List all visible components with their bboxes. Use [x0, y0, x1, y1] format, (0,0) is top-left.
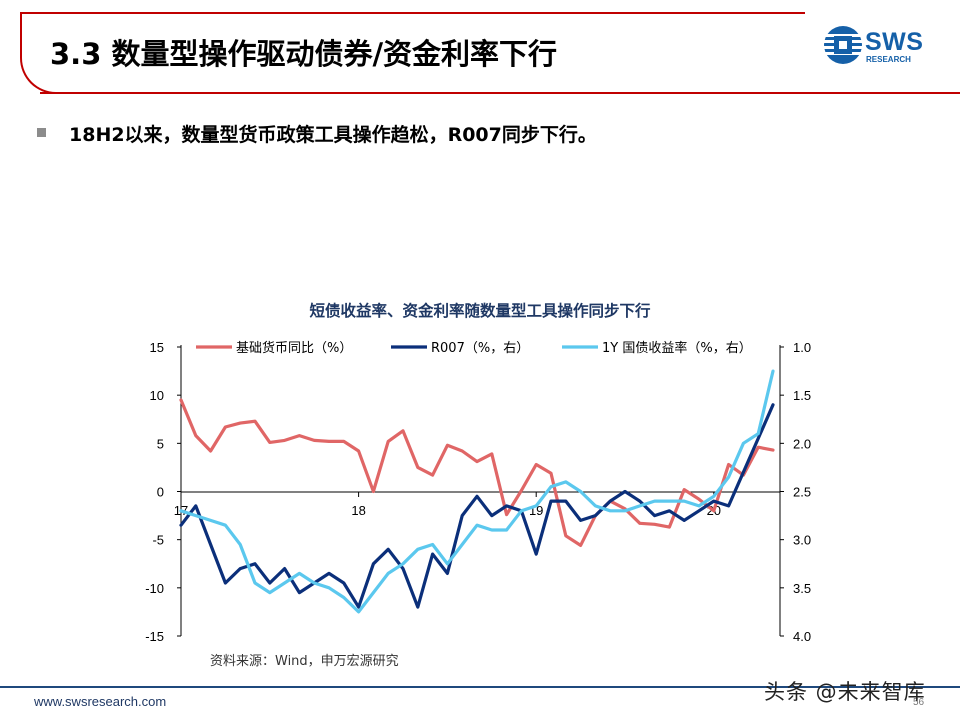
footer-link[interactable]: www.swsresearch.com [34, 694, 167, 709]
right-axis-tick-label: 3.0 [793, 533, 811, 548]
x-axis-tick-label: 18 [351, 503, 365, 518]
bullet-point: 18H2以来，数量型货币政策工具操作趋松，R007同步下行。 [69, 124, 597, 146]
left-axis-tick-label: -10 [145, 581, 164, 596]
title-divider [40, 92, 960, 94]
right-axis-tick-label: 4.0 [793, 629, 811, 644]
left-axis-tick-label: -15 [145, 629, 164, 644]
series-line-1 [179, 398, 775, 548]
left-axis-tick-label: -5 [152, 533, 164, 548]
right-axis-tick-label: 2.5 [793, 485, 811, 500]
series-line-3 [179, 369, 775, 614]
left-axis-tick-label: 15 [150, 340, 164, 355]
bullet-marker [37, 128, 46, 137]
page-number: 56 [913, 697, 925, 708]
left-axis-tick-label: 5 [157, 436, 164, 451]
left-axis-tick-label: 0 [157, 485, 164, 500]
right-axis-tick-label: 3.5 [793, 581, 811, 596]
sws-logo-icon [824, 26, 862, 64]
slide-title: 3.3 数量型操作驱动债券/资金利率下行 [50, 37, 558, 71]
right-axis-tick-label: 1.0 [793, 340, 811, 355]
chart-title: 短债收益率、资金利率随数量型工具操作同步下行 [309, 301, 651, 320]
series-line-2 [179, 403, 775, 609]
sws-logo: SWS RESEARCH [822, 22, 942, 72]
legend-label-2: R007（%，右） [431, 341, 529, 356]
watermark: 头条 @未来智库 [764, 680, 926, 704]
chart-source: 资料来源：Wind，申万宏源研究 [210, 654, 399, 669]
legend-label-3: 1Y 国债收益率（%，右） [602, 340, 752, 356]
left-axis-tick-label: 10 [150, 388, 164, 403]
logo-wordmark: SWS [865, 28, 924, 56]
right-axis-tick-label: 2.0 [793, 436, 811, 451]
right-axis-tick-label: 1.5 [793, 388, 811, 403]
legend-label-1: 基础货币同比（%） [236, 340, 352, 356]
logo-subtitle: RESEARCH [866, 55, 911, 64]
footer-divider [0, 686, 960, 688]
